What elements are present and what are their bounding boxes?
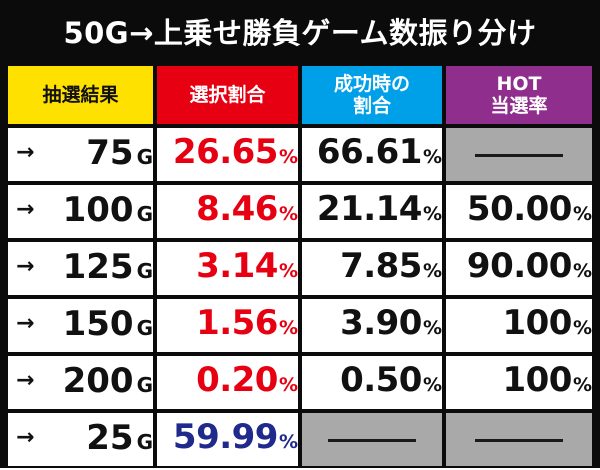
games-value: 150 bbox=[62, 303, 134, 344]
games-cell: → 200 G bbox=[8, 356, 153, 409]
table-row: → 100 G 8.46% 21.14% 50.00% bbox=[8, 185, 592, 238]
games-unit: G bbox=[136, 372, 153, 397]
success-cell-value: 66.61 bbox=[316, 132, 423, 172]
header-success-ratio-line2: 割合 bbox=[352, 95, 391, 117]
games-cell: → 100 G bbox=[8, 185, 153, 238]
table-row: → 25 G 59.99% bbox=[8, 413, 592, 466]
percent-unit: % bbox=[572, 203, 592, 225]
success-cell-value: 0.50 bbox=[340, 360, 422, 400]
success-cell-value: 7.85 bbox=[340, 246, 422, 286]
percent-unit: % bbox=[422, 374, 442, 396]
distribution-table: 抽選結果 選択割合 成功時の 割合 HOT 当選率 → 75 G 26.65% 66.6… bbox=[4, 62, 596, 470]
selection-cell: 0.20% bbox=[157, 356, 298, 409]
success-cell: 3.90% bbox=[302, 299, 442, 352]
success-cell-value: 3.90 bbox=[340, 303, 422, 343]
selection-cell: 26.65% bbox=[157, 128, 298, 181]
percent-unit: % bbox=[572, 317, 592, 339]
success-cell: 0.50% bbox=[302, 356, 442, 409]
games-value: 25 bbox=[86, 417, 134, 458]
games-unit: G bbox=[136, 258, 153, 283]
percent-unit: % bbox=[278, 203, 298, 225]
selection-cell-value: 26.65 bbox=[172, 132, 279, 172]
hot-rate-cell: 100% bbox=[446, 299, 592, 352]
selection-cell: 59.99% bbox=[157, 413, 298, 466]
games-value: 75 bbox=[86, 132, 134, 173]
selection-cell: 3.14% bbox=[157, 242, 298, 295]
arrow-icon: → bbox=[16, 310, 35, 336]
success-cell-value: 21.14 bbox=[316, 189, 423, 229]
arrow-icon: → bbox=[16, 139, 35, 165]
games-value: 100 bbox=[62, 189, 134, 230]
selection-cell-value: 0.20 bbox=[196, 360, 278, 400]
empty-dash bbox=[475, 154, 563, 157]
success-cell bbox=[302, 413, 442, 466]
percent-unit: % bbox=[572, 260, 592, 282]
header-lottery-result: 抽選結果 bbox=[8, 66, 153, 124]
table-row: → 150 G 1.56% 3.90% 100% bbox=[8, 299, 592, 352]
success-cell: 21.14% bbox=[302, 185, 442, 238]
percent-unit: % bbox=[422, 203, 442, 225]
header-hot-rate: HOT 当選率 bbox=[446, 66, 592, 124]
selection-cell-value: 3.14 bbox=[196, 246, 278, 286]
games-unit: G bbox=[136, 429, 153, 454]
header-hot-rate-line1: HOT bbox=[496, 73, 542, 95]
percent-unit: % bbox=[278, 146, 298, 168]
percent-unit: % bbox=[422, 317, 442, 339]
games-cell: → 25 G bbox=[8, 413, 153, 466]
games-cell: → 75 G bbox=[8, 128, 153, 181]
header-lottery-result-label: 抽選結果 bbox=[42, 84, 119, 106]
games-unit: G bbox=[136, 201, 153, 226]
header-selection-ratio-label: 選択割合 bbox=[189, 84, 266, 106]
hot-rate-cell-value: 100 bbox=[502, 303, 572, 343]
games-value: 125 bbox=[62, 246, 134, 287]
page-title: 50G→上乗せ勝負ゲーム数振り分け bbox=[63, 16, 537, 50]
header-row: 抽選結果 選択割合 成功時の 割合 HOT 当選率 bbox=[8, 66, 592, 124]
selection-cell-value: 59.99 bbox=[172, 417, 279, 457]
percent-unit: % bbox=[278, 431, 298, 453]
hot-rate-cell-value: 90.00 bbox=[466, 246, 573, 286]
arrow-icon: → bbox=[16, 367, 35, 393]
selection-cell-value: 1.56 bbox=[196, 303, 278, 343]
percent-unit: % bbox=[572, 374, 592, 396]
empty-dash bbox=[475, 439, 563, 442]
arrow-icon: → bbox=[16, 253, 35, 279]
success-cell: 66.61% bbox=[302, 128, 442, 181]
header-success-ratio: 成功時の 割合 bbox=[302, 66, 442, 124]
selection-cell-value: 8.46 bbox=[196, 189, 278, 229]
percent-unit: % bbox=[278, 260, 298, 282]
percent-unit: % bbox=[278, 374, 298, 396]
percent-unit: % bbox=[278, 317, 298, 339]
arrow-icon: → bbox=[16, 196, 35, 222]
percent-unit: % bbox=[422, 146, 442, 168]
percent-unit: % bbox=[422, 260, 442, 282]
games-cell: → 150 G bbox=[8, 299, 153, 352]
hot-rate-cell-value: 50.00 bbox=[466, 189, 573, 229]
hot-rate-cell bbox=[446, 128, 592, 181]
arrow-icon: → bbox=[16, 424, 35, 450]
table-row: → 75 G 26.65% 66.61% bbox=[8, 128, 592, 181]
table-row: → 125 G 3.14% 7.85% 90.00% bbox=[8, 242, 592, 295]
games-unit: G bbox=[136, 315, 153, 340]
hot-rate-cell: 100% bbox=[446, 356, 592, 409]
empty-dash bbox=[328, 439, 416, 442]
selection-cell: 1.56% bbox=[157, 299, 298, 352]
games-unit: G bbox=[136, 144, 153, 169]
table-row: → 200 G 0.20% 0.50% 100% bbox=[8, 356, 592, 409]
hot-rate-cell-value: 100 bbox=[502, 360, 572, 400]
header-hot-rate-line2: 当選率 bbox=[490, 95, 548, 117]
header-selection-ratio: 選択割合 bbox=[157, 66, 298, 124]
games-value: 200 bbox=[62, 360, 134, 401]
success-cell: 7.85% bbox=[302, 242, 442, 295]
selection-cell: 8.46% bbox=[157, 185, 298, 238]
hot-rate-cell bbox=[446, 413, 592, 466]
hot-rate-cell: 90.00% bbox=[446, 242, 592, 295]
hot-rate-cell: 50.00% bbox=[446, 185, 592, 238]
header-success-ratio-line1: 成功時の bbox=[333, 73, 410, 95]
games-cell: → 125 G bbox=[8, 242, 153, 295]
